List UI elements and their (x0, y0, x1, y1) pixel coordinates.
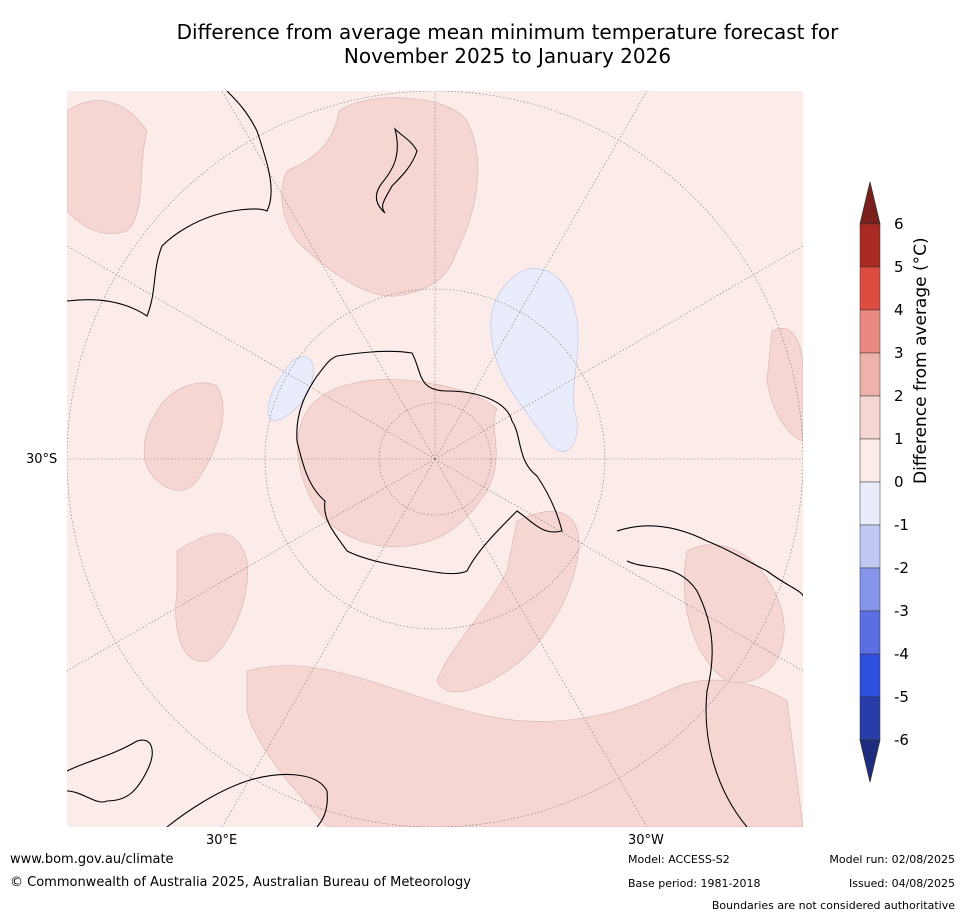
colorbar-tick: -4 (894, 645, 909, 663)
colorbar-swatches (859, 181, 881, 783)
colorbar-swatch-m4-m3 (859, 610, 881, 655)
colorbar-tick: -6 (894, 731, 909, 749)
graticule-circle-middle (264, 288, 606, 630)
colorbar-tick: -3 (894, 602, 909, 620)
colorbar-swatch-m6-m5 (859, 696, 881, 741)
colorbar-swatch-5-6 (859, 223, 881, 268)
colorbar-tick: 0 (894, 473, 904, 491)
graticule-meridian-8 (221, 458, 436, 827)
colorbar-tick: 1 (894, 430, 904, 448)
coastline-new-zealand (375, 127, 418, 214)
anomaly-region-pacific-cool (490, 268, 579, 452)
colorbar-tick: 3 (894, 344, 904, 362)
colorbar-tick: 4 (894, 301, 904, 319)
coastline-antarctica (296, 350, 563, 575)
footer-copyright: © Commonwealth of Australia 2025, Austra… (10, 875, 471, 890)
footer-model: Model: ACCESS-S2 (628, 853, 730, 866)
anomaly-region-southern-band (246, 665, 803, 827)
coastline-south-america (616, 525, 803, 827)
colorbar-swatch-m1-0 (859, 481, 881, 526)
colorbar-tick: 2 (894, 387, 904, 405)
colorbar-tick: 5 (894, 258, 904, 276)
colorbar-swatch-m5-m4 (859, 653, 881, 698)
footer-model-run: Model run: 02/08/2025 (829, 853, 955, 866)
lon-label-30w: 30°W (628, 833, 664, 848)
anomaly-region-south-america-east (684, 544, 785, 683)
colorbar-swatch-0-1 (859, 438, 881, 483)
colorbar-tick: -1 (894, 516, 909, 534)
coastline-africa (67, 739, 328, 827)
colorbar-swatch-m3-m2 (859, 567, 881, 612)
colorbar-tick: -5 (894, 688, 909, 706)
colorbar-swatch-1-2 (859, 395, 881, 440)
coastlines (67, 91, 803, 827)
colorbar-swatch-3-4 (859, 309, 881, 354)
title-line-1: Difference from average mean minimum tem… (176, 20, 839, 44)
forecast-map[interactable] (67, 91, 803, 827)
title-line-2: November 2025 to January 2026 (343, 44, 672, 68)
anomaly-region-pacific-east (766, 328, 803, 442)
graticule-meridian-9 (67, 458, 436, 672)
graticule-meridian-6 (434, 458, 803, 672)
colorbar-swatch-4-5 (859, 266, 881, 311)
colorbar-tick: -2 (894, 559, 909, 577)
graticule-meridian-10 (67, 245, 436, 460)
colorbar-swatch-2-3 (859, 352, 881, 397)
graticule-meridian-4 (434, 91, 648, 460)
anomaly-region-australia-west (67, 100, 148, 234)
anomaly-region-pacific-north (281, 97, 479, 297)
footer-disclaimer: Boundaries are not considered authoritat… (711, 899, 955, 912)
colorbar-cap-top (859, 181, 881, 225)
colorbar: 6 5 4 3 2 1 0 -1 -2 -3 -4 -5 -6 (850, 180, 960, 785)
footer-base-period: Base period: 1981-2018 (628, 877, 761, 890)
lon-label-30e: 30°E (206, 833, 238, 848)
anomaly-region-indian-ocean (143, 382, 224, 491)
anomaly-cool-regions (267, 268, 579, 452)
anomaly-region-antarctica (297, 378, 498, 548)
colorbar-cap-bottom (859, 739, 881, 783)
graticule-meridian-5 (434, 245, 803, 460)
colorbar-label: Difference from average (°C) (911, 237, 931, 484)
map-title: Difference from average mean minimum tem… (0, 20, 965, 68)
footer-issued: Issued: 04/08/2025 (848, 877, 955, 890)
graticule-meridian-11 (221, 91, 436, 460)
anomaly-warm-regions (67, 97, 803, 827)
colorbar-swatch-m2-m1 (859, 524, 881, 569)
map-canvas (67, 91, 803, 827)
colorbar-tick: 6 (894, 215, 904, 233)
footer-website[interactable]: www.bom.gov.au/climate (10, 852, 174, 867)
lat-label-30s: 30°S (26, 452, 58, 467)
graticule-meridian-7 (434, 458, 648, 827)
anomaly-region-indian-cool (267, 356, 314, 422)
anomaly-region-south-america-coast (436, 511, 580, 693)
graticule (67, 91, 803, 827)
coastline-australia (67, 91, 272, 317)
anomaly-region-south-atlantic (175, 533, 248, 662)
